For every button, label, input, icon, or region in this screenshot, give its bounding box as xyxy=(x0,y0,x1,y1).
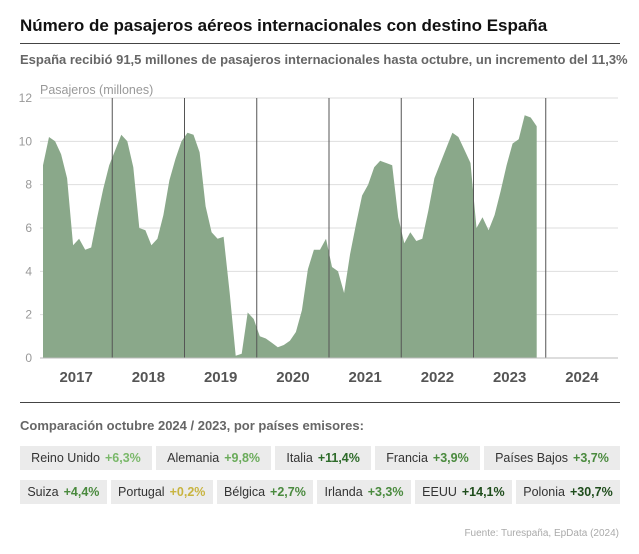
country-name: Italia xyxy=(286,451,313,465)
x-year-label: 2024 xyxy=(565,369,599,386)
country-change: +2,7% xyxy=(270,485,306,499)
country-change: +0,2% xyxy=(169,485,206,499)
country-name: Polonia xyxy=(523,485,565,499)
x-year-label: 2022 xyxy=(421,369,454,386)
country-chip: Polonia +30,7% xyxy=(515,480,621,504)
country-name: Países Bajos xyxy=(495,451,569,465)
comparison-row-1: Reino Unido +6,3% Alemania +9,8% Italia +11,4… xyxy=(20,446,621,470)
comparison-title: Comparación octubre 2024 / 2023, por paí… xyxy=(20,418,364,433)
country-chip: Reino Unido +6,3% xyxy=(20,446,152,470)
country-name: Reino Unido xyxy=(31,451,100,465)
x-year-label: 2018 xyxy=(132,369,165,386)
title-rule xyxy=(20,43,620,44)
country-chip: Bélgica +2,7% xyxy=(216,480,314,504)
x-year-label: 2017 xyxy=(59,369,92,386)
country-change: +6,3% xyxy=(104,451,141,465)
subtitle: España recibió 91,5 millones de pasajero… xyxy=(20,52,628,67)
chart-bottom-rule xyxy=(20,402,620,403)
country-change: +3,9% xyxy=(432,451,469,465)
country-chip: Países Bajos +3,7% xyxy=(483,446,621,470)
comparison-row-2: Suiza +4,4% Portugal +0,2% Bélgica +2,7% Irlan… xyxy=(20,480,621,504)
y-tick-label: 4 xyxy=(25,264,32,278)
country-name: Bélgica xyxy=(224,485,266,499)
country-chip: Francia +3,9% xyxy=(375,446,480,470)
x-year-label: 2019 xyxy=(204,369,237,386)
y-tick-label: 6 xyxy=(25,221,32,235)
country-name: Irlanda xyxy=(324,485,363,499)
y-tick-label: 12 xyxy=(19,91,33,105)
page-title: Número de pasajeros aéreos internacional… xyxy=(20,16,548,35)
country-change: +11,4% xyxy=(317,451,360,465)
country-chip: Irlanda +3,3% xyxy=(317,480,411,504)
country-chip: EEUU +14,1% xyxy=(414,480,512,504)
country-change: +9,8% xyxy=(224,451,261,465)
x-year-label: 2021 xyxy=(348,369,381,386)
x-year-labels: 2017 2018 2019 2020 2021 2022 2023 2024 xyxy=(59,369,599,386)
y-tick-label: 0 xyxy=(25,351,32,365)
country-change: +30,7% xyxy=(569,485,613,499)
x-year-label: 2023 xyxy=(493,369,526,386)
country-name: Alemania xyxy=(167,451,220,465)
country-chip: Suiza +4,4% xyxy=(20,480,107,504)
year-dividers xyxy=(40,98,618,359)
country-change: +3,7% xyxy=(573,451,609,465)
country-chip: Italia +11,4% xyxy=(275,446,372,470)
country-change: +14,1% xyxy=(461,485,505,499)
country-name: Portugal xyxy=(118,485,165,499)
country-chip: Alemania +9,8% xyxy=(155,446,272,470)
country-name: Suiza xyxy=(27,485,59,499)
y-tick-label: 8 xyxy=(25,178,32,192)
country-change: +3,3% xyxy=(367,485,404,499)
passengers-area xyxy=(43,115,537,358)
y-axis-label: Pasajeros (millones) xyxy=(40,83,153,97)
country-chip: Portugal +0,2% xyxy=(110,480,213,504)
country-change: +4,4% xyxy=(63,485,100,499)
y-tick-label: 2 xyxy=(25,308,32,322)
y-tick-label: 10 xyxy=(19,134,33,148)
country-name: EEUU xyxy=(422,485,457,499)
country-name: Francia xyxy=(386,451,428,465)
x-year-label: 2020 xyxy=(276,369,309,386)
source-note: Fuente: Turespaña, EpData (2024) xyxy=(464,528,619,539)
y-tick-labels: 0 2 4 6 8 10 12 xyxy=(19,91,33,365)
